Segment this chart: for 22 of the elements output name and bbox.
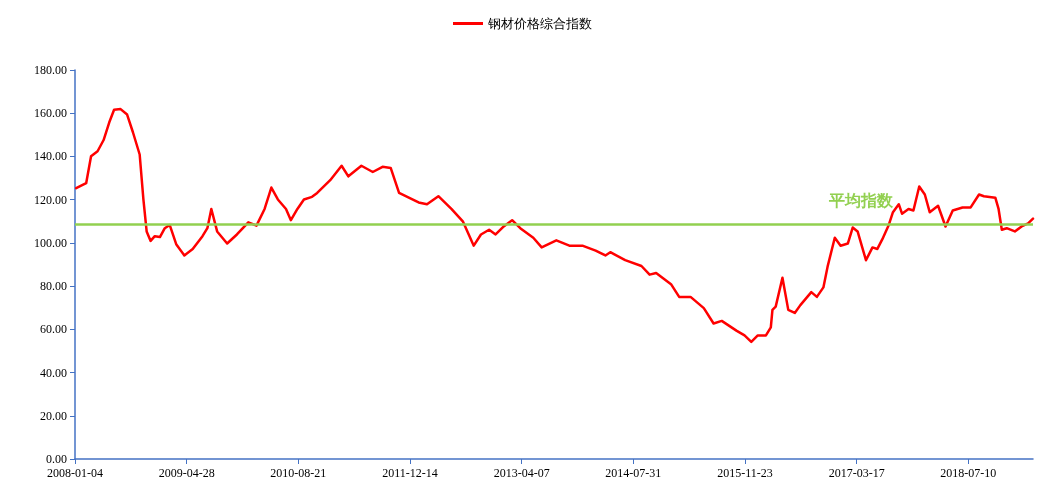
x-tick-label: 2014-07-31 bbox=[605, 466, 662, 480]
x-tick-label: 2010-08-21 bbox=[270, 466, 327, 480]
x-tick-label: 2015-11-23 bbox=[717, 466, 773, 480]
x-tick-label: 2018-07-10 bbox=[940, 466, 997, 480]
x-tick-label: 2009-04-28 bbox=[158, 466, 215, 480]
y-tick-label: 100.00 bbox=[34, 235, 67, 250]
y-tick-label: 160.00 bbox=[34, 106, 67, 121]
x-tick-label: 2017-03-17 bbox=[828, 466, 885, 480]
y-tick-label: 40.00 bbox=[40, 365, 67, 380]
y-tick-label: 120.00 bbox=[34, 192, 67, 207]
y-tick-label: 60.00 bbox=[40, 322, 67, 337]
line-series bbox=[74, 107, 1035, 344]
y-tick-label: 180.00 bbox=[34, 63, 67, 77]
y-tick-label: 140.00 bbox=[34, 149, 67, 164]
x-tick-label: 2008-01-04 bbox=[47, 466, 103, 480]
ref-line-label: 平均指数 bbox=[828, 190, 894, 210]
legend-label: 钢材价格综合指数 bbox=[487, 16, 592, 31]
y-tick-label: 20.00 bbox=[40, 408, 67, 423]
x-tick-label: 2013-04-07 bbox=[493, 466, 550, 480]
x-tick-label: 2011-12-14 bbox=[382, 466, 438, 480]
y-tick-label: 0.00 bbox=[46, 452, 67, 466]
y-tick-label: 80.00 bbox=[40, 279, 67, 294]
